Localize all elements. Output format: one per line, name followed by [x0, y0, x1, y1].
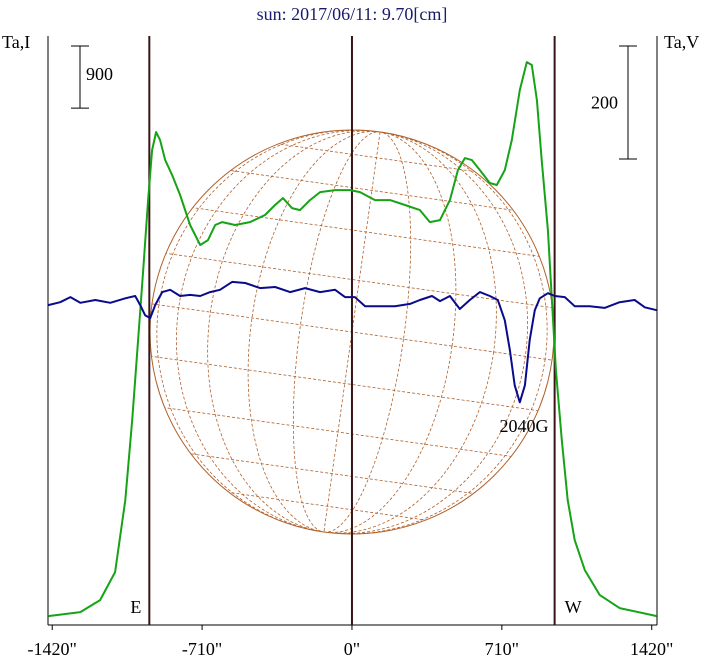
limb-label: E: [130, 597, 141, 617]
series-line: [48, 61, 658, 618]
x-tick-label: -1420": [28, 639, 77, 659]
y-axis-label: Ta,I: [2, 32, 30, 52]
scale-bar-label: 200: [591, 93, 618, 113]
annotation: 2040G: [500, 416, 549, 436]
scale-bar-label: 900: [86, 64, 113, 84]
x-tick-label: 0": [344, 639, 360, 659]
series-line: [47, 280, 658, 404]
x-tick-label: 710": [485, 639, 519, 659]
limb-label: W: [565, 597, 582, 617]
x-tick-label: -710": [182, 639, 222, 659]
x-tick-label: 1420": [630, 639, 673, 659]
chart-title: sun: 2017/06/11: 9.70[cm]: [257, 4, 448, 24]
y2-axis-label: Ta,V: [664, 32, 699, 52]
